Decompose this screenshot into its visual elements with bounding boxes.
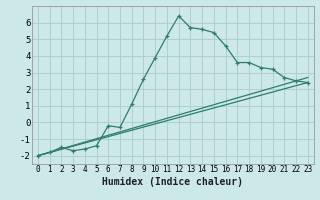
X-axis label: Humidex (Indice chaleur): Humidex (Indice chaleur): [102, 177, 243, 187]
